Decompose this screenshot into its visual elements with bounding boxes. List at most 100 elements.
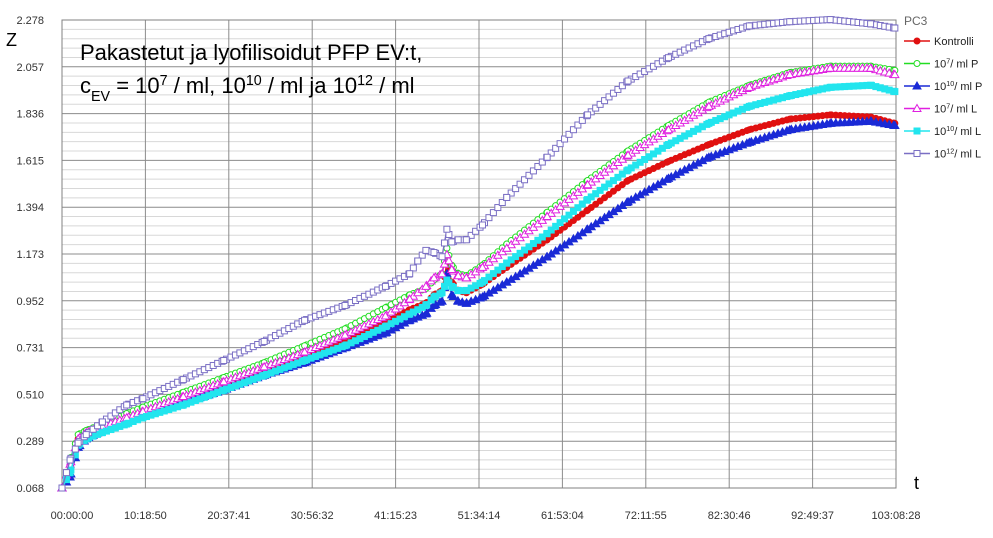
data-point (521, 176, 529, 184)
data-point (139, 395, 147, 403)
x-tick-label: 20:37:41 (207, 510, 250, 522)
data-point (501, 243, 512, 252)
legend-label: 1010/ ml P (934, 80, 982, 93)
data-point (507, 189, 515, 197)
series-4 (57, 63, 900, 492)
legend-item: 1010/ ml P (904, 80, 982, 93)
data-point (409, 264, 417, 272)
data-point (503, 259, 511, 267)
data-point (341, 342, 349, 350)
data-point (218, 376, 229, 386)
data-point (569, 126, 577, 134)
data-point (406, 310, 414, 318)
data-point (58, 484, 66, 492)
data-point (220, 386, 228, 394)
legend-item: 107/ ml P (904, 58, 978, 71)
data-point (618, 82, 626, 90)
data-point (478, 278, 486, 286)
data-point (865, 116, 876, 125)
data-point (82, 431, 90, 439)
data-point (422, 246, 430, 254)
data-point (438, 253, 446, 261)
legend-item: 1010/ ml L (904, 125, 981, 138)
data-point (66, 456, 74, 464)
data-point (867, 81, 875, 89)
data-point (786, 92, 794, 100)
data-point (705, 35, 713, 43)
legend-label: 107/ ml L (934, 103, 977, 116)
y-tick-label: 1.836 (16, 109, 44, 121)
legend-item: 107/ ml L (904, 103, 977, 116)
data-point (543, 229, 551, 237)
data-point (826, 111, 834, 119)
y-tick-label: 0.952 (16, 296, 44, 308)
data-point (478, 221, 486, 229)
data-point (461, 298, 472, 307)
grid (61, 19, 897, 489)
data-point (891, 88, 899, 96)
series-6 (58, 16, 899, 492)
data-point (301, 316, 309, 324)
data-point (430, 293, 438, 301)
data-point (381, 323, 389, 331)
x-tick-label: 10:18:50 (124, 510, 167, 522)
data-point (867, 20, 875, 28)
data-point (547, 149, 555, 157)
data-point (865, 63, 876, 72)
data-point (494, 204, 502, 212)
data-point (380, 311, 391, 320)
legend-swatch-marker (913, 127, 921, 135)
y-tick-label: 1.173 (16, 249, 44, 261)
data-point (422, 301, 430, 309)
data-point (542, 211, 553, 221)
data-point (826, 83, 834, 91)
axes: 0.068 0.289 0.510 0.731 0.952 1.173 1.394 1.615… (6, 15, 920, 522)
legend-swatch-marker (912, 103, 922, 112)
legend-label: 1012/ ml L (934, 148, 981, 161)
data-point (98, 418, 106, 426)
data-point (578, 116, 586, 124)
x-tick-label: 30:56:32 (291, 510, 334, 522)
data-point (437, 268, 447, 278)
legend-label: 107/ ml P (934, 58, 978, 71)
data-point (745, 102, 753, 110)
data-point (260, 337, 268, 345)
data-point (341, 301, 349, 309)
y-tick-label: 0.068 (16, 483, 44, 495)
data-point (561, 135, 569, 143)
data-point (259, 361, 270, 371)
data-point (624, 77, 632, 85)
legend-title: PC3 (904, 14, 928, 28)
data-point (784, 124, 795, 134)
legend-label: 1010/ ml L (934, 125, 981, 138)
data-point (446, 289, 457, 299)
data-point (552, 222, 560, 230)
data-point (260, 371, 268, 379)
data-point (596, 100, 604, 108)
data-point (664, 54, 672, 62)
data-point (453, 270, 464, 280)
x-tick-label: 41:15:23 (374, 510, 417, 522)
data-point (71, 445, 79, 453)
legend-item: 1012/ ml L (904, 148, 981, 161)
data-point (179, 376, 187, 384)
data-point (462, 287, 470, 295)
data-point (512, 185, 520, 193)
data-point (139, 414, 147, 422)
series-group (57, 16, 900, 492)
data-point (574, 204, 582, 212)
data-point (584, 206, 592, 214)
title-line: cEV = 107 / ml, 1010 / ml ja 1012 / ml (80, 73, 415, 105)
data-point (565, 211, 573, 219)
data-point (301, 357, 309, 365)
data-point (574, 121, 582, 129)
data-point (556, 219, 564, 227)
data-point (472, 227, 480, 235)
data-point (430, 249, 438, 257)
series-3 (57, 116, 900, 492)
legend: PC3 Kontrolli 107/ ml P 1010/ ml P 107/ ml … (904, 14, 982, 161)
data-point (62, 476, 70, 484)
data-point (414, 257, 422, 265)
data-point (786, 115, 794, 123)
